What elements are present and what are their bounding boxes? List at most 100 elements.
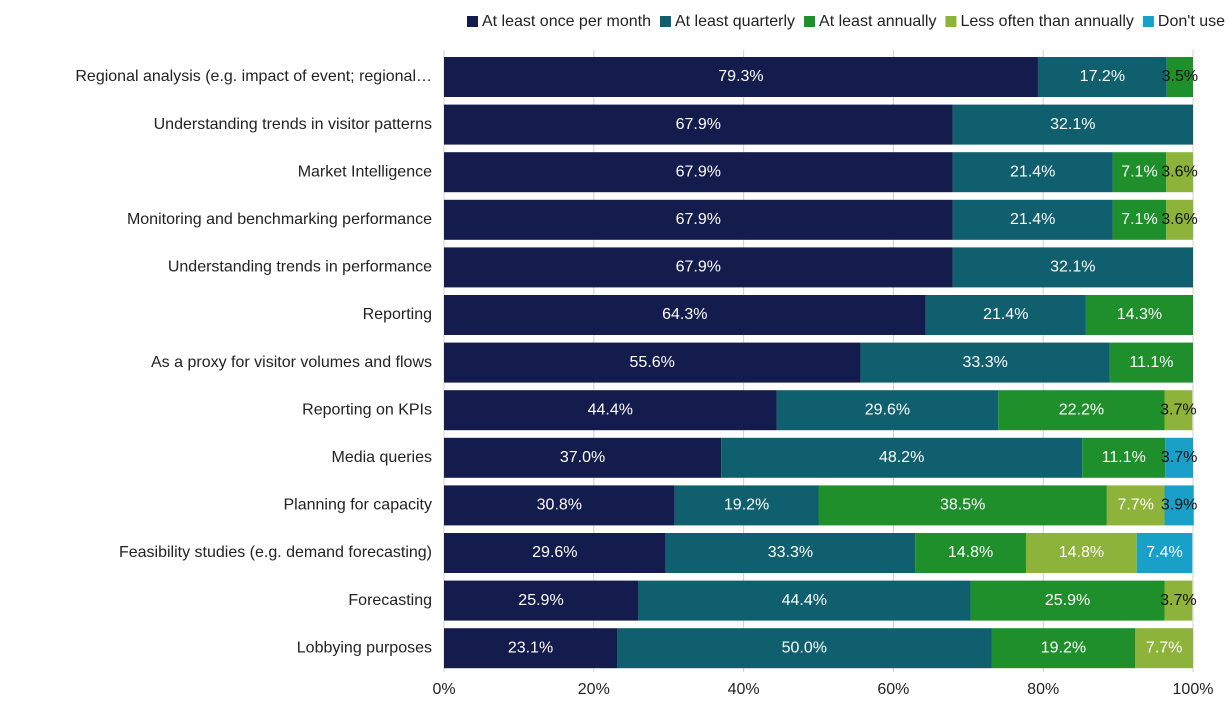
data-label: 22.2% bbox=[1059, 401, 1104, 418]
data-label: 11.1% bbox=[1129, 354, 1173, 371]
bar-segment bbox=[1025, 533, 1137, 573]
data-label: 67.9% bbox=[676, 163, 721, 180]
y-tick-label: Monitoring and benchmarking performance bbox=[127, 211, 432, 228]
y-tick-label: Forecasting bbox=[348, 592, 432, 609]
bar-segment bbox=[444, 485, 675, 526]
y-tick-label: Feasibility studies (e.g. demand forecas… bbox=[119, 544, 432, 561]
bar-segment bbox=[444, 437, 722, 478]
data-label: 3.6% bbox=[1161, 163, 1197, 180]
bar-segment bbox=[444, 152, 953, 193]
data-label: 7.7% bbox=[1146, 639, 1182, 656]
bar-segment bbox=[1112, 152, 1167, 193]
bar-segment bbox=[1085, 295, 1193, 335]
data-label: 79.3% bbox=[718, 68, 763, 85]
data-label: 3.7% bbox=[1161, 449, 1197, 466]
bar-segment bbox=[860, 342, 1110, 383]
data-label: 33.3% bbox=[962, 354, 1007, 371]
data-label: 3.6% bbox=[1161, 211, 1197, 228]
bar-segment bbox=[1106, 485, 1165, 526]
bar-segment bbox=[444, 247, 953, 288]
data-label: 67.9% bbox=[676, 259, 721, 276]
bar-segment bbox=[444, 533, 666, 573]
data-label: 33.3% bbox=[768, 544, 813, 561]
data-label: 32.1% bbox=[1050, 116, 1095, 133]
data-label: 3.7% bbox=[1160, 592, 1196, 609]
bar-segment bbox=[444, 295, 926, 335]
bar-segment bbox=[665, 533, 916, 573]
data-label: 48.2% bbox=[879, 449, 924, 466]
legend-label: At least once per month bbox=[482, 13, 651, 30]
legend-swatch bbox=[659, 16, 671, 27]
data-label: 3.5% bbox=[1162, 68, 1198, 85]
bar-segment bbox=[637, 580, 971, 621]
data-label: 55.6% bbox=[630, 354, 675, 371]
bar-segment bbox=[1164, 485, 1194, 526]
data-label: 67.9% bbox=[676, 116, 721, 133]
bar-segment bbox=[952, 199, 1113, 240]
bar-segment bbox=[952, 247, 1193, 288]
data-label: 32.1% bbox=[1050, 259, 1095, 276]
legend-label: At least annually bbox=[819, 13, 936, 30]
bar-segment bbox=[1082, 437, 1166, 478]
bar-segment bbox=[925, 295, 1086, 335]
bar-segment bbox=[444, 57, 1038, 97]
data-label: 7.1% bbox=[1121, 211, 1157, 228]
y-tick-label: Media queries bbox=[332, 449, 433, 466]
bar-segment bbox=[1109, 342, 1193, 383]
y-tick-label: Planning for capacity bbox=[283, 497, 432, 514]
data-label: 25.9% bbox=[518, 592, 563, 609]
bar-segment bbox=[915, 533, 1026, 573]
bar-segment bbox=[776, 390, 999, 431]
legend-swatch bbox=[945, 16, 957, 27]
legend-label: Don't use bbox=[1158, 13, 1225, 30]
y-tick-label: Reporting bbox=[363, 306, 432, 323]
bar-segment bbox=[998, 390, 1165, 431]
data-label: 14.3% bbox=[1117, 306, 1162, 323]
y-tick-label: As a proxy for visitor volumes and flows bbox=[151, 354, 432, 371]
data-label: 3.9% bbox=[1161, 497, 1197, 514]
y-tick-label: Regional analysis (e.g. impact of event;… bbox=[75, 68, 432, 85]
bar-segment bbox=[991, 628, 1136, 669]
legend-label: At least quarterly bbox=[675, 13, 795, 30]
data-label: 50.0% bbox=[782, 639, 827, 656]
legend-swatch bbox=[1142, 16, 1154, 27]
x-tick-label: 100% bbox=[1173, 681, 1214, 698]
data-label: 25.9% bbox=[1045, 592, 1090, 609]
bar-segment bbox=[970, 580, 1165, 621]
y-tick-label: Reporting on KPIs bbox=[302, 401, 432, 418]
legend-swatch bbox=[804, 16, 816, 27]
legend-label: Less often than annually bbox=[960, 13, 1133, 30]
bar-segment bbox=[444, 104, 953, 145]
bar-segment bbox=[444, 580, 638, 621]
y-tick-label: Understanding trends in performance bbox=[168, 259, 432, 276]
data-label: 14.8% bbox=[1059, 544, 1104, 561]
data-label: 14.8% bbox=[948, 544, 993, 561]
data-label: 21.4% bbox=[1010, 163, 1055, 180]
data-label: 29.6% bbox=[865, 401, 910, 418]
x-tick-label: 0% bbox=[432, 681, 455, 698]
legend-swatch bbox=[466, 16, 478, 27]
data-label: 44.4% bbox=[588, 401, 633, 418]
bar-segment bbox=[444, 390, 777, 431]
y-tick-label: Understanding trends in visitor patterns bbox=[154, 116, 432, 133]
x-tick-label: 80% bbox=[1027, 681, 1059, 698]
data-label: 7.1% bbox=[1121, 163, 1157, 180]
bar-segment bbox=[1166, 152, 1193, 193]
bar-segment bbox=[674, 485, 819, 526]
bar-segment bbox=[1136, 533, 1193, 573]
bar-segment bbox=[952, 104, 1193, 145]
data-label: 21.4% bbox=[983, 306, 1028, 323]
data-label: 3.7% bbox=[1160, 401, 1196, 418]
data-label: 7.7% bbox=[1117, 497, 1153, 514]
bar-segment bbox=[444, 342, 861, 383]
data-label: 21.4% bbox=[1010, 211, 1055, 228]
data-label: 23.1% bbox=[508, 639, 553, 656]
bar-segment bbox=[1112, 199, 1167, 240]
bar-segment bbox=[444, 628, 618, 669]
data-label: 19.2% bbox=[1041, 639, 1086, 656]
bar-segment bbox=[952, 152, 1113, 193]
data-label: 19.2% bbox=[724, 497, 769, 514]
data-label: 17.2% bbox=[1080, 68, 1125, 85]
bar-segment bbox=[1037, 57, 1167, 97]
